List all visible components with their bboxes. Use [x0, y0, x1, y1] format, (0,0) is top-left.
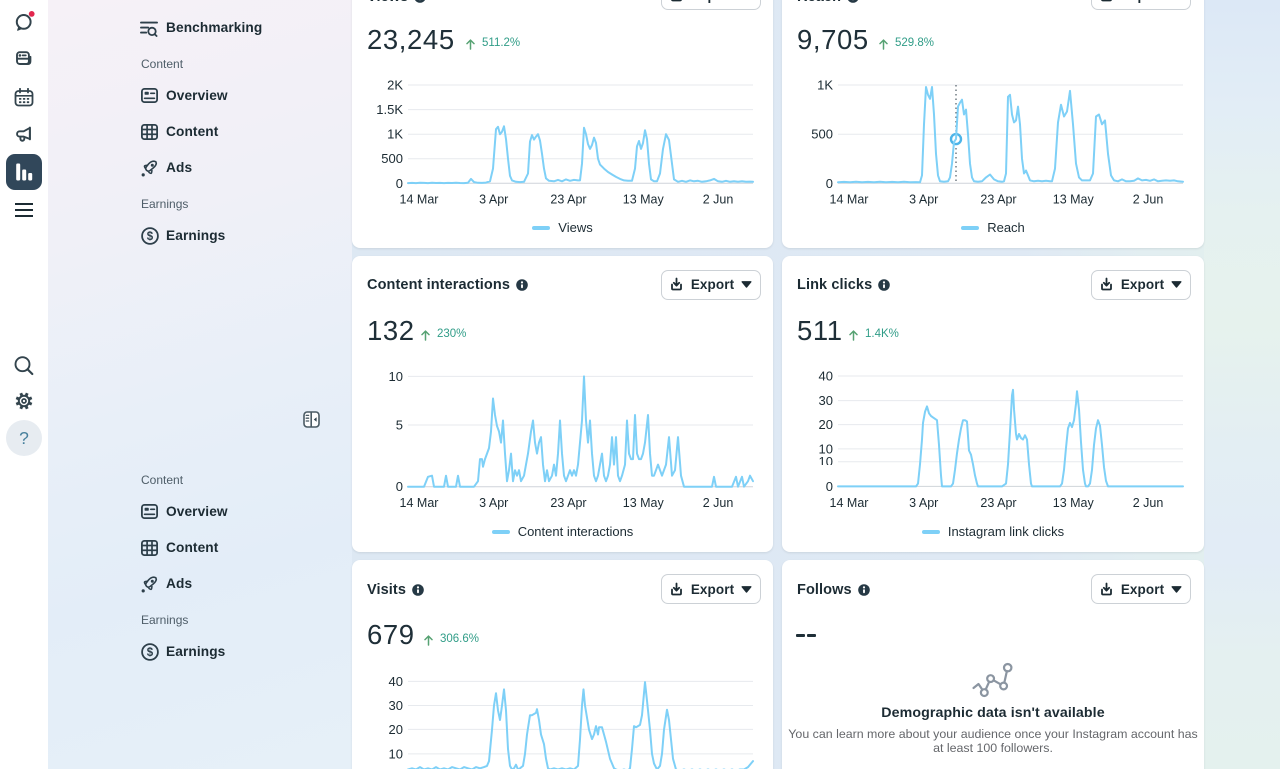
svg-text:3 Apr: 3 Apr [479, 496, 508, 510]
svg-text:500: 500 [381, 151, 403, 166]
svg-text:23 Apr: 23 Apr [980, 193, 1016, 207]
svg-text:2K: 2K [387, 78, 403, 93]
svg-text:14 Mar: 14 Mar [830, 496, 869, 510]
svg-text:13 May: 13 May [623, 496, 665, 510]
svg-text:23 Apr: 23 Apr [550, 193, 586, 207]
svg-text:10: 10 [389, 746, 403, 761]
svg-text:40: 40 [819, 369, 833, 384]
svg-text:1K: 1K [817, 78, 833, 93]
svg-text:5: 5 [396, 418, 403, 433]
svg-text:14 Mar: 14 Mar [400, 193, 439, 207]
svg-text:3 Apr: 3 Apr [909, 496, 938, 510]
svg-text:2 Jun: 2 Jun [1133, 496, 1164, 510]
svg-text:3 Apr: 3 Apr [479, 193, 508, 207]
svg-text:0: 0 [396, 176, 403, 191]
svg-text:$: $ [147, 647, 154, 659]
svg-text:13 May: 13 May [1053, 496, 1095, 510]
svg-text:0: 0 [396, 479, 403, 494]
svg-text:20: 20 [389, 721, 403, 736]
svg-text:13 May: 13 May [623, 193, 665, 207]
svg-text:1K: 1K [387, 127, 403, 142]
svg-text:2 Jun: 2 Jun [703, 496, 734, 510]
svg-text:10: 10 [819, 454, 833, 469]
svg-text:2 Jun: 2 Jun [703, 193, 734, 207]
svg-text:2 Jun: 2 Jun [1133, 193, 1164, 207]
svg-text:14 Mar: 14 Mar [400, 496, 439, 510]
svg-text:3 Apr: 3 Apr [909, 193, 938, 207]
svg-text:30: 30 [819, 393, 833, 408]
svg-text:20: 20 [819, 417, 833, 432]
svg-text:23 Apr: 23 Apr [980, 496, 1016, 510]
svg-text:0: 0 [826, 176, 833, 191]
svg-text:40: 40 [389, 673, 403, 688]
svg-text:30: 30 [389, 698, 403, 713]
svg-text:1.5K: 1.5K [376, 102, 403, 117]
svg-text:10: 10 [389, 369, 403, 384]
svg-text:14 Mar: 14 Mar [830, 193, 869, 207]
svg-text:13 May: 13 May [1053, 193, 1095, 207]
svg-text:0: 0 [826, 479, 833, 494]
svg-text:23 Apr: 23 Apr [550, 496, 586, 510]
svg-text:10: 10 [819, 441, 833, 456]
svg-text:$: $ [147, 231, 154, 243]
svg-text:500: 500 [811, 127, 833, 142]
